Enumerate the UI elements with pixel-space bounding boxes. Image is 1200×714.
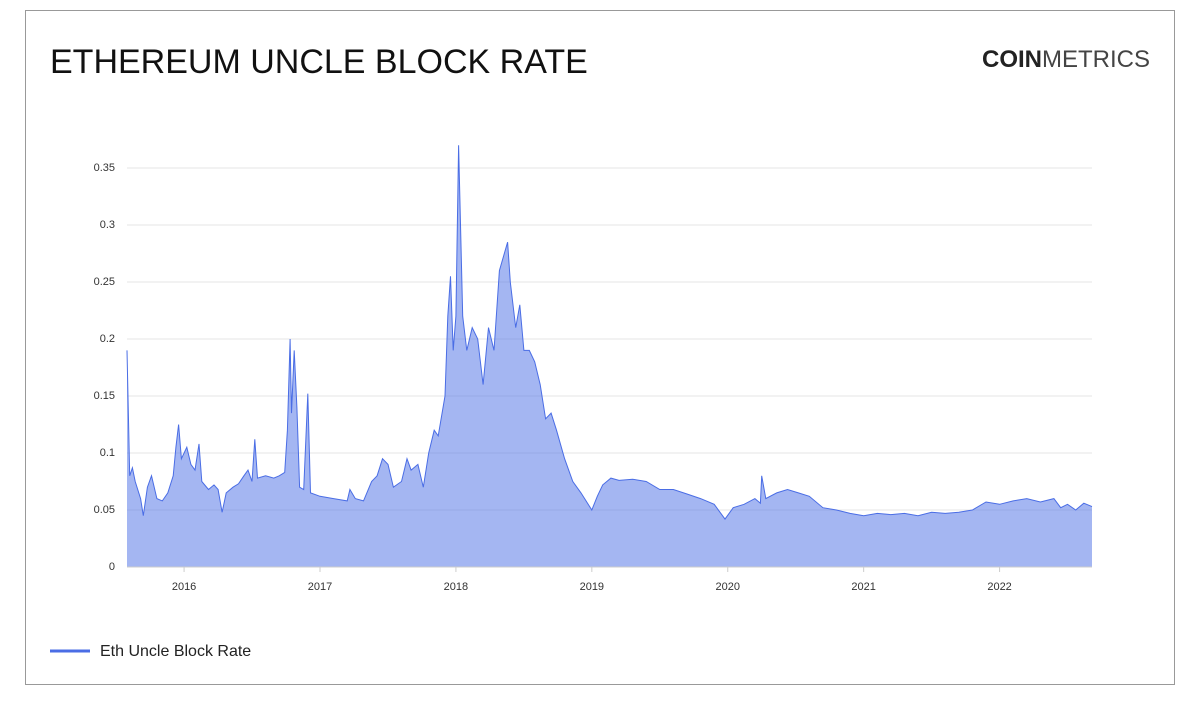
chart-title: ETHEREUM UNCLE BLOCK RATE bbox=[50, 43, 588, 81]
area-line bbox=[126, 145, 1093, 520]
plot: 0 0.05 0.1 0.15 0.2 0.25 0.3 0.35 2016 2017 2018 20… bbox=[50, 145, 1093, 660]
y-tick-label: 0.15 bbox=[94, 390, 115, 402]
frame bbox=[25, 10, 1175, 685]
y-tick-label: 0.35 bbox=[94, 162, 115, 174]
y-tick-label: 0.2 bbox=[100, 333, 115, 345]
x-tick-label: 2017 bbox=[308, 581, 332, 593]
logo-bold: COIN bbox=[982, 46, 1042, 73]
y-tick-label: 0.05 bbox=[94, 504, 115, 516]
y-tick-label: 0.3 bbox=[100, 219, 115, 231]
y-tick-label: 0.25 bbox=[94, 276, 115, 288]
logo: COINMETRICS bbox=[982, 46, 1150, 73]
x-tick-label: 2022 bbox=[987, 581, 1011, 593]
logo-light: METRICS bbox=[1042, 46, 1150, 73]
x-tick-label: 2021 bbox=[851, 581, 875, 593]
x-tick-label: 2016 bbox=[172, 581, 196, 593]
x-tick-label: 2020 bbox=[716, 581, 740, 593]
x-tick-label: 2019 bbox=[580, 581, 604, 593]
legend-label: Eth Uncle Block Rate bbox=[100, 643, 251, 660]
y-tick-label: 0 bbox=[109, 561, 115, 573]
y-tick-label: 0.1 bbox=[100, 447, 115, 459]
area-fill bbox=[127, 145, 1092, 567]
x-tick-label: 2018 bbox=[444, 581, 468, 593]
